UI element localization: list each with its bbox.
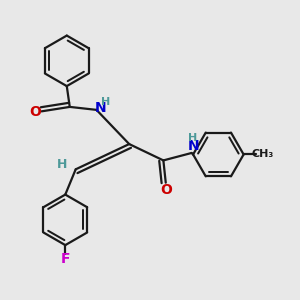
Text: O: O [29,105,41,119]
Text: N: N [187,140,199,153]
Text: H: H [57,158,68,171]
Text: N: N [94,101,106,116]
Text: F: F [61,252,70,266]
Text: H: H [188,133,198,142]
Text: CH₃: CH₃ [252,149,274,160]
Text: O: O [160,183,172,197]
Text: H: H [101,97,111,106]
